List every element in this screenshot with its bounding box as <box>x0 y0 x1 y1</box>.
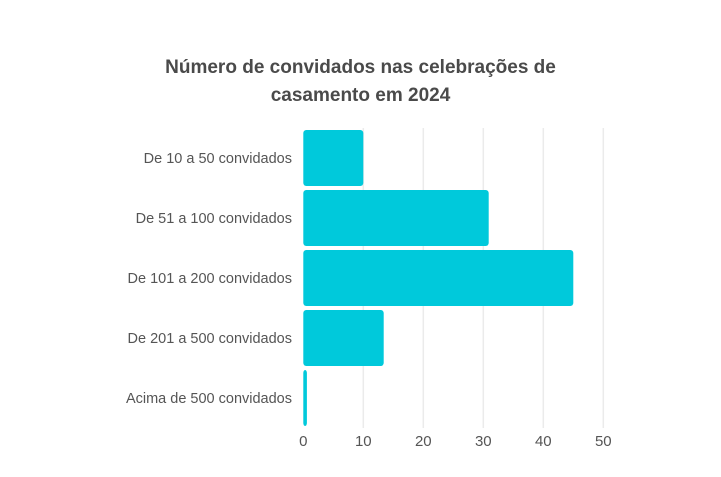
chart-title: Número de convidados nas celebrações de … <box>0 54 721 110</box>
y-category-label: De 201 a 500 convidados <box>128 331 292 347</box>
x-tick-label: 40 <box>535 433 552 450</box>
bar <box>303 250 574 306</box>
y-category-label: Acima de 500 convidados <box>126 391 292 407</box>
x-tick-label: 20 <box>415 433 432 450</box>
y-category-label: De 51 a 100 convidados <box>136 211 292 227</box>
x-tick-label: 50 <box>595 433 612 450</box>
x-tick-label: 0 <box>299 433 307 450</box>
chart-title-line-1: Número de convidados nas celebrações de <box>165 57 556 78</box>
chart-title-line-2: casamento em 2024 <box>270 85 451 106</box>
y-category-label: De 101 a 200 convidados <box>128 271 292 287</box>
x-tick-label: 30 <box>475 433 492 450</box>
y-category-label: De 10 a 50 convidados <box>144 151 292 167</box>
bar <box>303 310 384 366</box>
x-tick-label: 10 <box>355 433 372 450</box>
bar <box>303 190 489 246</box>
bar <box>303 130 364 186</box>
bar <box>303 370 307 426</box>
